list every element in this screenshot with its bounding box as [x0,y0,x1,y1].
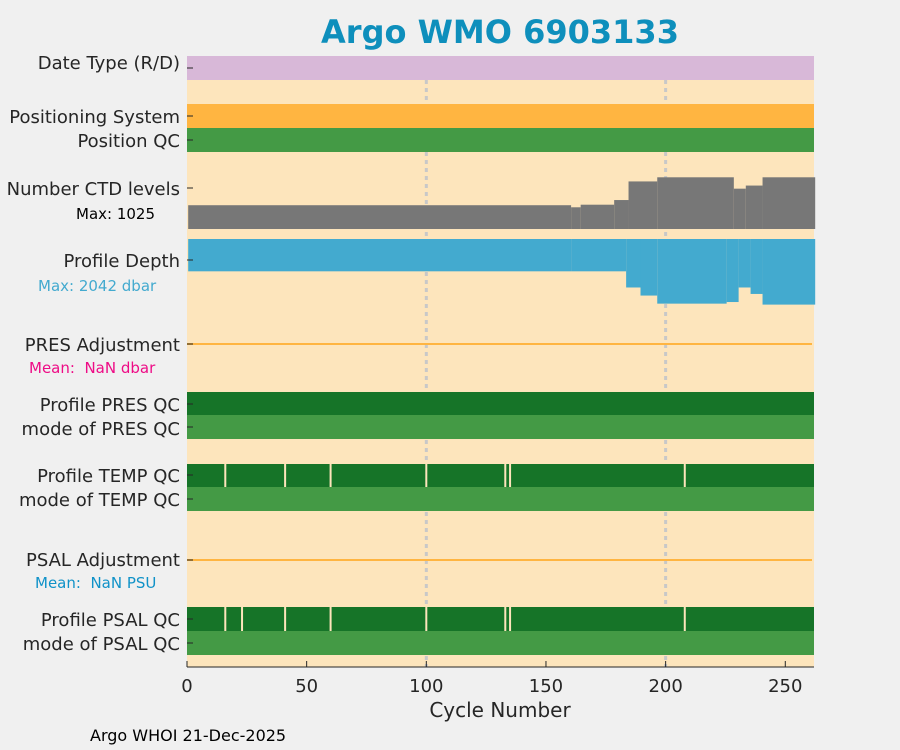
ctd-level-bar [614,200,629,229]
position-qc-bar [187,128,814,152]
date-type-bar [187,56,814,80]
footer-label: Argo WHOI 21-Dec-2025 [90,726,286,745]
x-tick-label: 0 [181,676,192,697]
row-label-profile-depth: Profile Depth [63,251,180,272]
x-axis-label: Cycle Number [429,698,571,722]
row-label-profile-pres-qc: Profile PRES QC [40,395,180,416]
profile-temp-qc-bar [187,464,814,487]
qc-gap-marker [425,464,428,487]
qc-gap-marker [224,607,227,631]
profile-depth-bar [762,239,816,305]
ctd-level-bar [571,207,581,229]
qc-gap-marker [504,464,507,487]
psal-mean-label: Mean: NaN PSU [35,574,156,592]
ctd-level-bar [657,177,734,229]
row-label-date-type: Date Type (R/D) [38,53,180,74]
row-label-ctd-levels: Number CTD levels [7,179,180,200]
profile-pres-qc-bar [187,392,814,415]
qc-gap-marker [509,607,512,631]
row-label-pres-qc-mode: mode of PRES QC [22,419,180,440]
x-tick-label: 250 [768,676,802,697]
profile-depth-bar [188,239,572,272]
profile-depth-bar [738,239,751,288]
profile-depth-bar [726,239,739,303]
qc-gap-marker [683,607,686,631]
pres-mean-label: Mean: NaN dbar [29,359,156,377]
profile-depth-bar [626,239,641,288]
positioning-system-bar [187,104,814,128]
plot-background [187,56,814,667]
profile-depth-bars [188,239,816,305]
ctd-max-label: Max: 1025 [76,205,155,223]
qc-gap-markers [224,464,686,631]
row-label-profile-psal-qc: Profile PSAL QC [41,610,180,631]
ctd-level-bar [762,177,816,229]
x-tick-label: 150 [529,676,563,697]
qc-gap-marker [509,464,512,487]
profile-psal-qc-bar [187,607,814,631]
qc-gap-marker [504,607,507,631]
row-label-profile-temp-qc: Profile TEMP QC [37,466,180,487]
profile-depth-bar [571,239,627,272]
qc-gap-marker [224,464,227,487]
row-label-psal-adjustment: PSAL Adjustment [26,550,180,571]
depth-max-label: Max: 2042 dbar [38,277,157,295]
pres-qc-mode-bar [187,415,814,439]
y-tick-marks [187,67,193,644]
x-tick-label: 200 [648,676,682,697]
qc-gap-marker [329,464,332,487]
x-tick-label: 100 [409,676,443,697]
qc-gap-marker [683,464,686,487]
qc-gap-marker [425,607,428,631]
ctd-level-bar [745,185,763,229]
ctd-level-bar [628,181,658,229]
profile-depth-bar [640,239,658,296]
qc-gap-marker [284,607,287,631]
temp-qc-mode-bar [187,487,814,511]
chart-title: Argo WMO 6903133 [321,13,679,51]
row-label-pres-adjustment: PRES Adjustment [25,335,180,356]
row-label-position-qc: Position QC [77,131,180,152]
row-label-psal-qc-mode: mode of PSAL QC [23,634,180,655]
ctd-level-bar [188,205,572,229]
profile-depth-bar [657,239,727,304]
ctd-level-bar [733,188,746,229]
grid-lines [424,56,668,667]
ctd-levels-bars [188,177,816,229]
qc-gap-marker [241,607,244,631]
x-axis-ticks: 0 50 100 150 200 250 [181,661,802,697]
psal-qc-mode-bar [187,631,814,655]
x-tick-label: 50 [295,676,318,697]
qc-gap-marker [284,464,287,487]
ctd-level-bar [580,204,615,229]
profile-depth-bar [750,239,763,294]
row-label-positioning-system: Positioning System [9,107,180,128]
row-label-temp-qc-mode: mode of TEMP QC [19,490,180,511]
qc-gap-marker [329,607,332,631]
